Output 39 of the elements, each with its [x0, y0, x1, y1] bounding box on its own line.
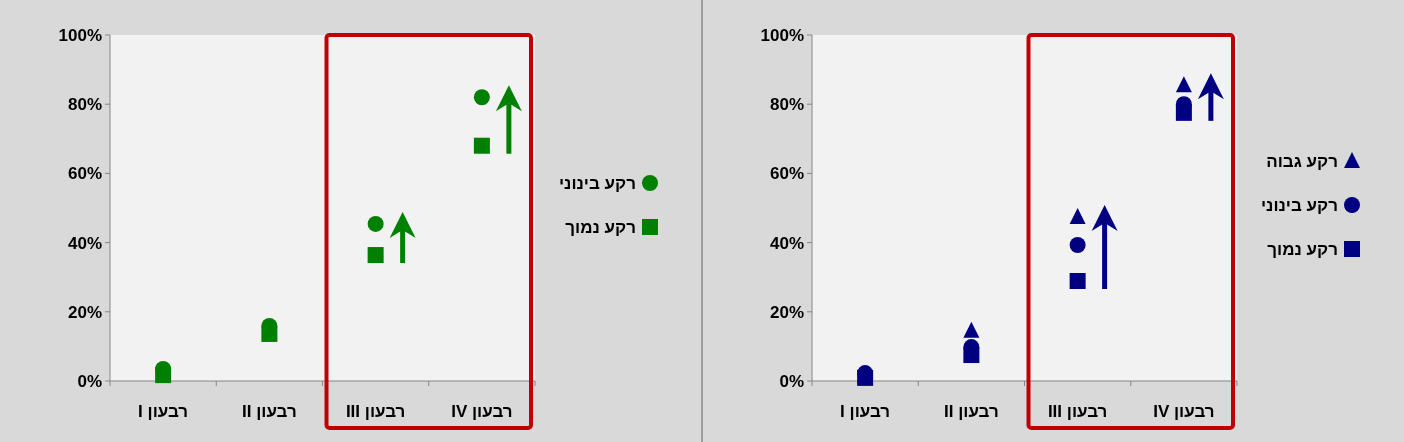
- y-tick-label: 20%: [67, 302, 102, 322]
- legend-label: רקע בינוני: [558, 174, 636, 193]
- point: [857, 369, 874, 386]
- y-tick-label: 40%: [67, 233, 102, 253]
- x-tick-label: רבעון IV: [1153, 402, 1215, 421]
- point: [1069, 208, 1086, 224]
- x-tick-label: רבעון I: [138, 402, 189, 421]
- point: [963, 347, 980, 364]
- x-tick-label: רבעון III: [1047, 402, 1108, 421]
- point: [1069, 273, 1086, 290]
- y-tick-label: 80%: [769, 95, 804, 115]
- y-tick-label: 100%: [58, 26, 102, 45]
- point: [367, 247, 384, 264]
- point: [367, 215, 384, 232]
- y-tick-label: 20%: [769, 302, 804, 322]
- x-tick-label: רבעון II: [943, 402, 999, 421]
- point: [1175, 104, 1192, 121]
- legend-label: רקע גבוה: [1266, 152, 1338, 171]
- y-tick-label: 40%: [769, 233, 804, 253]
- point: [155, 367, 172, 384]
- x-tick-label: רבעון I: [840, 402, 891, 421]
- legend-label: רקע בינוני: [1260, 196, 1338, 215]
- y-tick-label: 100%: [760, 26, 804, 45]
- x-tick-label: רבעון III: [345, 402, 406, 421]
- point: [1069, 237, 1086, 254]
- y-tick-label: 60%: [769, 164, 804, 184]
- point: [473, 89, 490, 106]
- y-tick-label: 80%: [67, 95, 102, 115]
- legend-label: רקע נמוך: [565, 218, 636, 237]
- y-tick-label: 0%: [779, 372, 804, 391]
- point: [261, 325, 278, 342]
- x-tick-label: רבעון IV: [451, 402, 513, 421]
- point: [963, 321, 980, 338]
- legend-label: רקע נמוך: [1267, 240, 1338, 259]
- point: [473, 137, 490, 154]
- y-tick-label: 60%: [67, 164, 102, 184]
- y-tick-label: 0%: [77, 372, 102, 391]
- point: [1175, 76, 1192, 93]
- x-tick-label: רבעון II: [241, 402, 297, 421]
